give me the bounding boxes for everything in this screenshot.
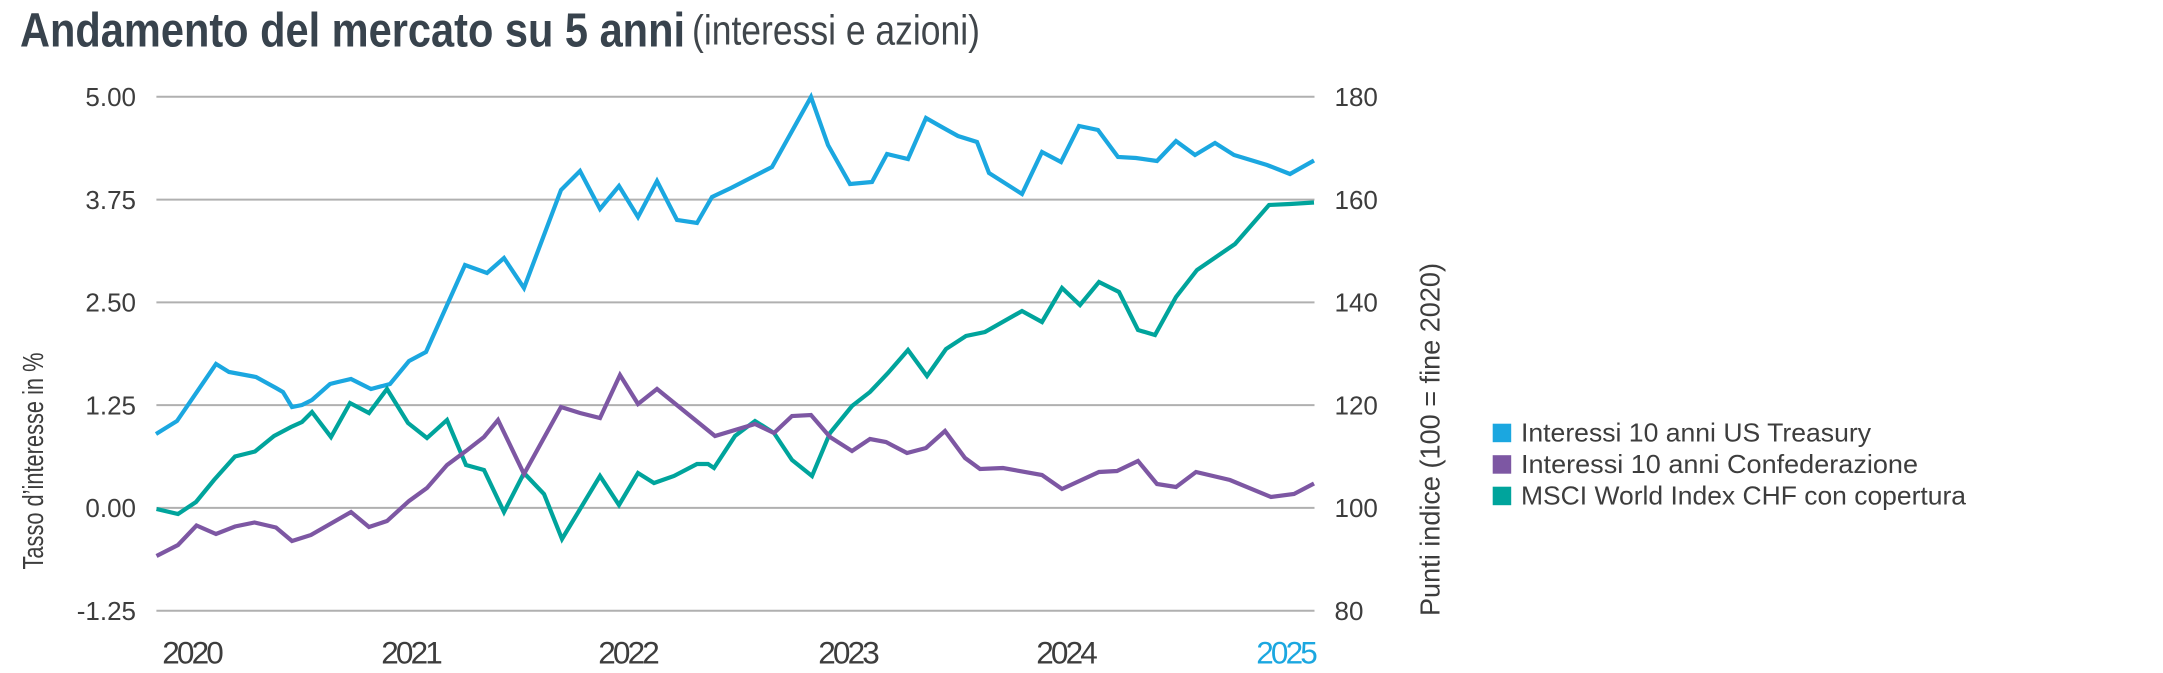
svg-text:Interessi 10 anni US Treasury: Interessi 10 anni US Treasury xyxy=(1521,418,1871,448)
svg-text:0.00: 0.00 xyxy=(85,493,136,523)
svg-text:1.25: 1.25 xyxy=(85,390,136,420)
svg-text:3.75: 3.75 xyxy=(85,185,136,215)
svg-text:2022: 2022 xyxy=(598,635,660,671)
svg-text:2023: 2023 xyxy=(818,635,880,671)
svg-text:80: 80 xyxy=(1335,596,1364,626)
svg-text:160: 160 xyxy=(1335,185,1378,215)
svg-text:2021: 2021 xyxy=(381,635,443,671)
svg-text:-1.25: -1.25 xyxy=(77,596,136,626)
svg-text:2020: 2020 xyxy=(162,635,224,671)
svg-text:2025: 2025 xyxy=(1256,635,1318,671)
svg-text:Interessi 10 anni Confederazio: Interessi 10 anni Confederazione xyxy=(1521,449,1918,479)
svg-text:Punti indice (100 = fine 2020): Punti indice (100 = fine 2020) xyxy=(1415,263,1446,616)
svg-text:MSCI World Index CHF con coper: MSCI World Index CHF con copertura xyxy=(1521,481,1967,511)
svg-text:2024: 2024 xyxy=(1036,635,1098,671)
svg-text:2.50: 2.50 xyxy=(85,288,136,318)
svg-text:140: 140 xyxy=(1335,288,1378,318)
svg-text:Tasso d’interesse in %: Tasso d’interesse in % xyxy=(18,353,50,570)
svg-text:5.00: 5.00 xyxy=(85,82,136,112)
svg-text:180: 180 xyxy=(1335,82,1378,112)
svg-text:(interessi e azioni): (interessi e azioni) xyxy=(692,7,980,54)
svg-text:100: 100 xyxy=(1335,493,1378,523)
svg-text:Andamento del mercato su 5 ann: Andamento del mercato su 5 anni xyxy=(20,5,685,58)
svg-text:120: 120 xyxy=(1335,390,1378,420)
